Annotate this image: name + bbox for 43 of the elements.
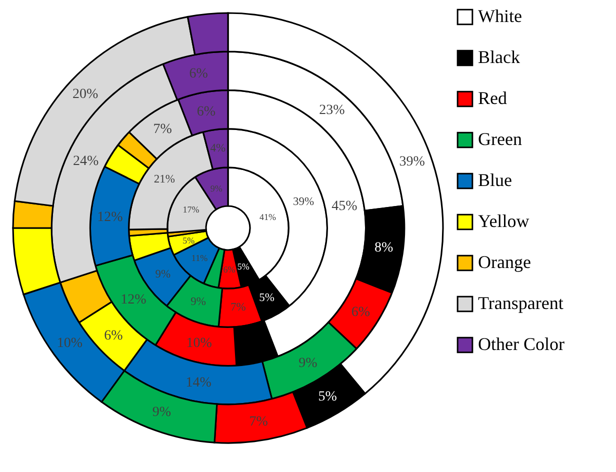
data-label: 6% bbox=[104, 328, 124, 344]
data-label: 5% bbox=[182, 235, 196, 246]
data-label: 23% bbox=[319, 103, 346, 118]
legend-label: Other Color bbox=[478, 334, 564, 354]
data-label: 39% bbox=[399, 154, 426, 170]
data-label: 4% bbox=[210, 142, 226, 155]
data-label: 39% bbox=[292, 196, 314, 208]
data-label: 45% bbox=[332, 199, 358, 214]
data-label: 10% bbox=[56, 336, 83, 352]
legend-label: Black bbox=[478, 47, 520, 67]
legend-label: White bbox=[478, 6, 522, 26]
legend-label: Green bbox=[478, 129, 522, 149]
data-label: 9% bbox=[298, 356, 318, 372]
data-label: 41% bbox=[260, 212, 277, 222]
data-label: 6% bbox=[223, 264, 236, 274]
legend-label: Orange bbox=[478, 252, 531, 272]
data-label: 10% bbox=[186, 336, 212, 351]
data-label: 9% bbox=[210, 183, 223, 194]
data-label: 12% bbox=[120, 292, 147, 308]
data-label: 5% bbox=[259, 292, 275, 304]
data-label: 5% bbox=[237, 261, 250, 272]
data-label: 7% bbox=[249, 414, 268, 430]
data-label: 8% bbox=[374, 240, 394, 256]
data-label: 14% bbox=[186, 375, 212, 390]
data-label: 17% bbox=[182, 204, 200, 215]
legend-label: Transparent bbox=[478, 293, 564, 313]
legend-label: Red bbox=[478, 88, 507, 108]
data-label: 24% bbox=[73, 154, 100, 170]
data-label: 21% bbox=[154, 174, 176, 186]
data-label: 20% bbox=[72, 87, 99, 102]
legend-label: Blue bbox=[478, 170, 512, 190]
data-label: 12% bbox=[97, 210, 124, 226]
data-label: 9% bbox=[190, 296, 206, 308]
data-label: 11% bbox=[191, 252, 208, 263]
data-label: 7% bbox=[153, 122, 172, 138]
data-label: 6% bbox=[189, 66, 208, 82]
data-label: 9% bbox=[155, 268, 171, 280]
data-label: 5% bbox=[318, 389, 338, 404]
data-label: 7% bbox=[230, 301, 246, 314]
legend-label: Yellow bbox=[478, 211, 530, 231]
data-label: 6% bbox=[351, 305, 370, 320]
data-label: 9% bbox=[152, 405, 172, 420]
data-label: 6% bbox=[196, 104, 216, 120]
